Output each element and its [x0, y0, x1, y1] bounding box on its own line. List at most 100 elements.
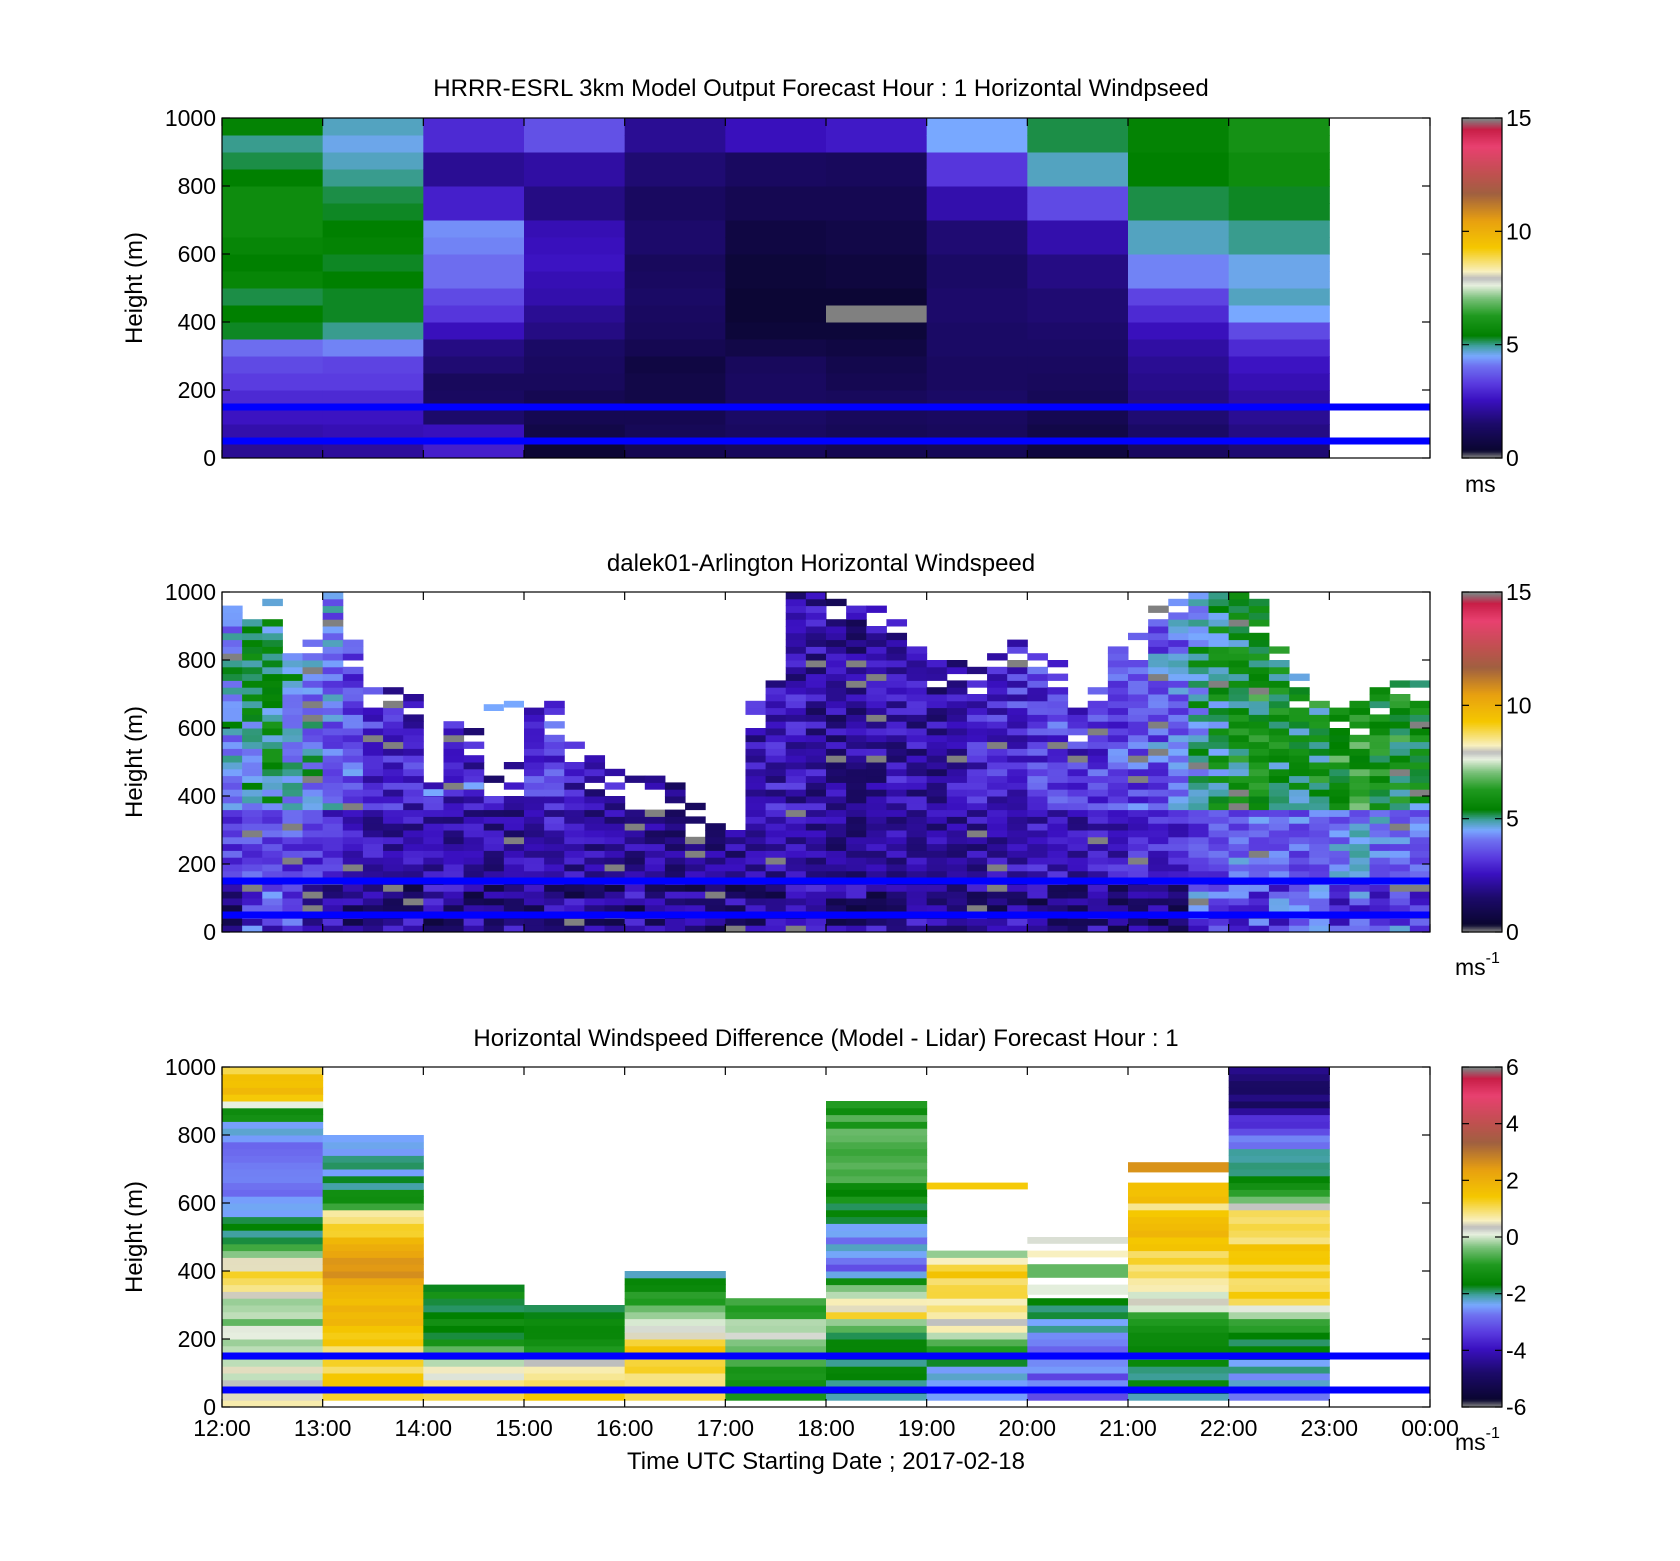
colorbar-swatch	[1462, 230, 1502, 233]
heatmap-cell	[403, 748, 424, 756]
heatmap-cell	[483, 816, 505, 824]
heatmap-cell	[1289, 802, 1310, 811]
colorbar-swatch	[1462, 1255, 1502, 1258]
colorbar-swatch	[1462, 1125, 1502, 1128]
heatmap-cell	[1208, 904, 1230, 913]
heatmap-cell	[423, 1318, 525, 1326]
heatmap-cell	[1228, 836, 1250, 845]
heatmap-cell	[322, 687, 344, 695]
heatmap-cell	[926, 857, 948, 865]
heatmap-cell	[966, 728, 988, 736]
colorbar-swatch	[1462, 380, 1502, 383]
colorbar-swatch	[1462, 1081, 1502, 1084]
heatmap-cell	[966, 768, 988, 777]
heatmap-cell	[805, 796, 827, 804]
heatmap-cell	[222, 1121, 324, 1129]
heatmap-cell	[1289, 918, 1310, 926]
heatmap-cell	[644, 775, 666, 783]
colorbar-swatch	[1462, 1185, 1502, 1188]
heatmap-cell	[966, 864, 988, 872]
heatmap-cell	[1107, 721, 1129, 729]
heatmap-cell	[423, 925, 444, 932]
heatmap-cell	[926, 904, 948, 913]
heatmap-cell	[322, 741, 344, 749]
heatmap-cell	[362, 836, 384, 845]
heatmap-cell	[906, 768, 928, 777]
heatmap-cell	[604, 850, 626, 858]
heatmap-cell	[846, 632, 867, 641]
heatmap-cell	[524, 768, 545, 777]
heatmap-cell	[463, 741, 485, 749]
heatmap-cell	[1087, 755, 1109, 763]
colorbar-tick-label: 15	[1506, 579, 1532, 605]
colorbar-swatch	[1462, 1253, 1502, 1256]
heatmap-cell	[725, 1318, 827, 1326]
heatmap-cell	[322, 775, 344, 783]
heatmap-cell	[1128, 1216, 1230, 1224]
heatmap-cell	[443, 823, 465, 831]
colorbar-swatch	[1462, 310, 1502, 313]
heatmap-cell	[1168, 653, 1189, 661]
heatmap-cell	[1208, 796, 1230, 804]
colorbar-swatch	[1462, 774, 1502, 777]
heatmap-cell	[1188, 870, 1210, 879]
heatmap-cell	[644, 904, 666, 913]
colorbar-swatch	[1462, 1373, 1502, 1376]
colorbar-swatch	[1462, 1107, 1502, 1110]
colorbar-swatch	[1462, 260, 1502, 263]
heatmap-cell	[383, 700, 404, 709]
heatmap-cell	[423, 220, 525, 238]
heatmap-cell	[1168, 782, 1189, 790]
heatmap-cell	[1027, 1318, 1129, 1326]
colorbar-tick-label: 10	[1506, 218, 1532, 244]
colorbar-swatch	[1462, 860, 1502, 863]
colorbar-swatch	[1462, 1331, 1502, 1334]
colorbar-swatch	[1462, 720, 1502, 723]
heatmap-cell	[826, 918, 847, 926]
heatmap-cell	[805, 592, 827, 600]
colorbar-swatch	[1462, 1289, 1502, 1292]
heatmap-cell	[624, 356, 726, 374]
colorbar-swatch	[1462, 618, 1502, 621]
heatmap-cell	[846, 653, 867, 661]
heatmap-cell	[564, 775, 585, 783]
heatmap-cell	[222, 305, 324, 323]
heatmap-cell	[745, 816, 767, 824]
heatmap-cell	[503, 836, 525, 845]
heatmap-cell	[524, 864, 545, 872]
colorbar-swatch	[1462, 1213, 1502, 1216]
heatmap-cell	[926, 789, 948, 797]
heatmap-cell	[222, 755, 243, 763]
heatmap-cell	[322, 305, 424, 323]
heatmap-cell	[282, 666, 304, 675]
heatmap-cell	[1268, 796, 1290, 804]
colorbar-swatch	[1462, 926, 1502, 929]
heatmap-cell	[926, 748, 948, 756]
heatmap-cell	[1208, 789, 1230, 797]
colorbar-swatch	[1462, 628, 1502, 631]
heatmap-cell	[846, 904, 867, 913]
heatmap-cell	[1107, 666, 1129, 675]
heatmap-cell	[282, 898, 304, 906]
heatmap-cell	[866, 870, 887, 879]
heatmap-cell	[1409, 870, 1430, 879]
colorbar-swatch	[1462, 1247, 1502, 1250]
heatmap-cell	[1228, 1169, 1330, 1177]
heatmap-cell	[826, 1305, 928, 1313]
heatmap-cell	[1389, 796, 1411, 804]
heatmap-cell	[1268, 870, 1290, 879]
heatmap-cell	[1389, 925, 1411, 932]
heatmap-cell	[785, 850, 807, 858]
heatmap-cell	[443, 768, 465, 777]
heatmap-cell	[846, 673, 867, 681]
heatmap-cell	[1047, 796, 1069, 804]
heatmap-cell	[1188, 700, 1210, 709]
heatmap-cell	[1268, 782, 1290, 790]
heatmap-cell	[1289, 884, 1310, 892]
heatmap-cell	[664, 782, 686, 790]
heatmap-cell	[966, 802, 988, 811]
colorbar-swatch	[1462, 140, 1502, 143]
heatmap-cell	[1128, 322, 1230, 340]
heatmap-cell	[1027, 1359, 1129, 1367]
